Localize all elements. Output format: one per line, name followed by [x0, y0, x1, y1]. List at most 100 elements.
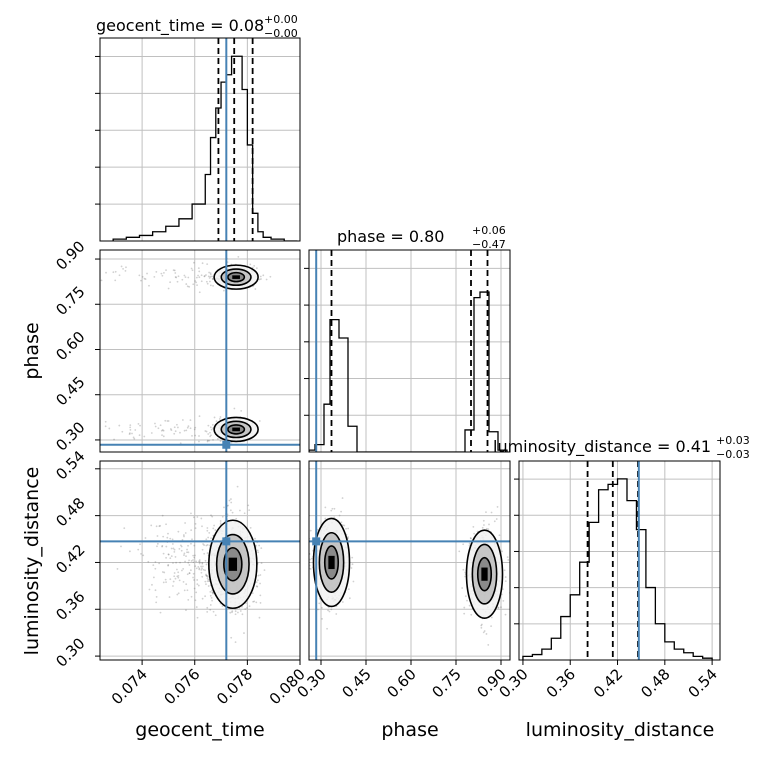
scatter-point — [200, 274, 203, 277]
scatter-point — [167, 553, 170, 556]
scatter-point — [203, 552, 206, 555]
scatter-point — [207, 578, 210, 581]
scatter-point — [197, 274, 199, 277]
scatter-point — [214, 529, 217, 531]
scatter-point — [177, 592, 180, 595]
scatter-point — [210, 514, 212, 517]
scatter-point — [186, 426, 189, 429]
scatter-point — [211, 278, 214, 280]
scatter-point — [347, 536, 349, 538]
scatter-point — [206, 574, 208, 577]
scatter-point — [493, 520, 496, 523]
scatter-point — [183, 554, 185, 556]
scatter-point — [221, 605, 224, 608]
scatter-point — [251, 592, 254, 595]
scatter-point — [182, 534, 185, 536]
scatter-point — [176, 568, 178, 571]
panel-luminosity-distance-vs-phase — [307, 460, 511, 661]
scatter-point — [206, 606, 209, 609]
scatter-point — [464, 595, 467, 598]
scatter-point — [114, 279, 117, 282]
panel-border — [99, 37, 301, 242]
scatter-point — [206, 580, 209, 583]
scatter-point — [256, 549, 259, 552]
scatter-point — [187, 551, 190, 554]
scatter-point — [333, 507, 336, 510]
title-geocent-time-sup: +0.00 — [264, 13, 298, 26]
scatter-point — [209, 608, 212, 611]
scatter-point — [212, 610, 215, 613]
scatter-point — [186, 589, 189, 592]
panel-background — [519, 461, 720, 660]
scatter-point — [256, 585, 259, 588]
y-tick-label: 0.48 — [52, 494, 88, 530]
scatter-point — [201, 548, 204, 551]
scatter-point — [163, 571, 166, 574]
scatter-point — [144, 537, 147, 539]
scatter-point — [211, 423, 214, 426]
scatter-point — [219, 416, 222, 418]
scatter-point — [326, 627, 328, 630]
panel-background — [309, 250, 510, 452]
scatter-point — [198, 291, 201, 294]
scatter-point — [151, 583, 153, 586]
scatter-point — [228, 499, 231, 502]
scatter-point — [205, 563, 208, 566]
scatter-point — [307, 531, 309, 533]
scatter-point — [197, 584, 200, 587]
scatter-point — [503, 569, 506, 572]
scatter-point — [187, 598, 190, 601]
scatter-point — [190, 512, 192, 515]
scatter-point — [205, 583, 207, 586]
scatter-point — [195, 276, 198, 279]
scatter-point — [198, 562, 201, 565]
scatter-point — [44, 421, 46, 423]
scatter-point — [324, 517, 327, 520]
scatter-point — [215, 420, 218, 423]
scatter-point — [200, 571, 203, 574]
scatter-point — [177, 275, 180, 278]
scatter-point — [162, 435, 165, 438]
scatter-point — [252, 600, 255, 603]
scatter-point — [206, 263, 209, 266]
scatter-point — [177, 576, 180, 579]
scatter-point — [507, 559, 510, 561]
scatter-point — [466, 599, 468, 602]
scatter-point — [234, 641, 237, 644]
scatter-point — [464, 571, 467, 574]
scatter-point — [160, 429, 163, 432]
scatter-point — [192, 554, 195, 557]
scatter-point — [113, 438, 115, 441]
scatter-point — [165, 581, 167, 584]
scatter-point — [485, 527, 488, 530]
scatter-point — [237, 255, 240, 258]
scatter-point — [181, 278, 184, 281]
scatter-point — [154, 589, 157, 592]
scatter-point — [128, 432, 131, 435]
scatter-point — [195, 281, 198, 284]
scatter-point — [207, 424, 210, 427]
scatter-point — [231, 611, 233, 614]
scatter-point — [257, 574, 260, 577]
scatter-point — [258, 544, 261, 547]
scatter-point — [209, 431, 211, 434]
y-tick-label: 0.42 — [52, 541, 88, 577]
scatter-point — [196, 579, 199, 581]
x-tick-label: 0.75 — [428, 665, 464, 701]
scatter-point — [201, 565, 204, 568]
panel-border — [308, 249, 511, 453]
scatter-point — [133, 437, 136, 440]
panel-background — [100, 461, 300, 660]
scatter-point — [169, 281, 172, 284]
scatter-point — [169, 578, 172, 581]
scatter-point — [205, 575, 208, 577]
scatter-point — [258, 420, 261, 422]
scatter-point — [330, 608, 333, 611]
scatter-point — [237, 611, 239, 614]
histogram-line — [522, 478, 713, 660]
scatter-point — [162, 552, 165, 555]
scatter-point — [193, 579, 195, 581]
scatter-point — [201, 597, 204, 600]
scatter-point — [230, 636, 233, 639]
scatter-point — [211, 589, 213, 592]
